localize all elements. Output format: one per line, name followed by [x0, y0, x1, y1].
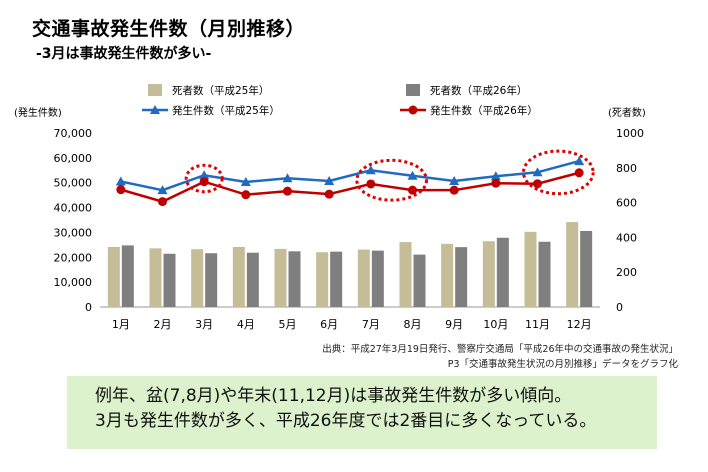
x-tick-label: 10月 — [483, 318, 508, 331]
bar-h25 — [316, 252, 329, 307]
point-h25 — [199, 170, 210, 180]
left-tick-label: 0 — [85, 301, 92, 314]
point-h25 — [449, 175, 460, 185]
left-axis-label: (発生件数) — [14, 106, 62, 119]
bar-h25 — [191, 249, 204, 307]
legend-marker — [408, 105, 418, 115]
bar-h26 — [455, 247, 468, 307]
point-h25 — [365, 165, 376, 175]
bar-h25 — [232, 246, 245, 307]
x-tick-label: 1月 — [112, 318, 130, 331]
point-h25 — [282, 173, 293, 183]
x-tick-label: 8月 — [404, 318, 422, 331]
line-h26 — [120, 171, 580, 203]
highlight-ellipse — [184, 163, 224, 194]
bar-h26 — [413, 254, 426, 307]
bar-h26 — [330, 251, 343, 307]
x-tick-label: 7月 — [362, 318, 380, 331]
left-tick-label: 10,000 — [54, 276, 93, 289]
legend-label: 発生件数（平成25年） — [172, 104, 280, 117]
bar-h25 — [566, 222, 579, 307]
point-h26 — [324, 189, 334, 199]
point-h26 — [449, 185, 459, 195]
highlight-ellipse — [522, 149, 595, 196]
legend-label: 死者数（平成25年） — [172, 84, 269, 97]
right-tick-label: 400 — [616, 231, 637, 244]
page-subtitle: -3月は事故発生件数が多い- — [36, 46, 212, 62]
point-h26 — [199, 177, 209, 187]
point-h25 — [490, 171, 501, 181]
point-h25 — [240, 176, 251, 186]
point-h26 — [283, 186, 292, 196]
bar-h25 — [441, 243, 454, 307]
highlight-ellipse — [355, 158, 428, 202]
point-h25 — [115, 176, 126, 186]
legend-marker — [150, 105, 160, 114]
right-tick-label: 600 — [616, 197, 637, 210]
note-box: 例年、盆(7,8月)や年末(11,12月)は事故発生件数が多い傾向。 3月も発生… — [67, 376, 657, 449]
x-tick-label: 11月 — [525, 318, 550, 331]
left-tick-label: 30,000 — [54, 226, 93, 239]
accident-chart: (発生件数) (死者数) 死者数（平成25年） 死者数（平成26年） 発生件数（平成… — [14, 84, 646, 331]
note-line-1: 例年、盆(7,8月)や年末(11,12月)は事故発生件数が多い傾向。 — [95, 386, 572, 406]
point-h26 — [491, 178, 501, 188]
bar-h26 — [496, 237, 509, 307]
point-h25 — [532, 167, 543, 177]
bar-h25 — [149, 248, 162, 307]
point-h26 — [158, 197, 167, 207]
point-h26 — [366, 179, 376, 189]
legend: 死者数（平成25年） 死者数（平成26年） 発生件数（平成25年） 発生件数（平成26… — [142, 84, 538, 117]
point-h25 — [157, 185, 168, 195]
left-tick-label: 20,000 — [54, 251, 93, 264]
bar-h26 — [205, 253, 218, 307]
x-tick-label: 4月 — [237, 318, 255, 331]
bar-h25 — [524, 231, 537, 307]
x-tick-label: 12月 — [567, 318, 592, 331]
x-tick-label: 9月 — [445, 318, 463, 331]
bar-h26 — [371, 250, 384, 307]
bar-h25 — [107, 246, 120, 307]
legend-label: 死者数（平成26年） — [430, 84, 527, 97]
right-tick-label: 800 — [616, 162, 637, 175]
point-h26 — [116, 185, 126, 195]
bar-h26 — [580, 230, 593, 307]
bar-h25 — [399, 242, 412, 307]
source-line-2: P3「交通事故発生状況の月別推移」データをグラフ化 — [447, 359, 678, 370]
source-line-1: 出典：平成27年3月19日発行、警察庁交通局「平成26年中の交通事故の発生状況」 — [322, 344, 678, 355]
bar-h26 — [246, 252, 259, 307]
point-h25 — [407, 170, 418, 180]
x-tick-label: 6月 — [320, 318, 338, 331]
x-tick-label: 3月 — [195, 318, 213, 331]
point-h26 — [574, 168, 584, 178]
legend-swatch — [148, 84, 162, 96]
right-tick-label: 200 — [616, 266, 637, 279]
page-title: 交通事故発生件数（月別推移） — [32, 18, 306, 40]
legend-swatch — [406, 84, 420, 96]
bar-h25 — [274, 248, 287, 307]
point-h26 — [408, 185, 417, 195]
x-tick-label: 5月 — [279, 318, 297, 331]
legend-label: 発生件数（平成26年） — [430, 104, 538, 117]
bar-h25 — [482, 241, 495, 307]
left-tick-label: 40,000 — [54, 202, 93, 215]
point-h26 — [241, 190, 251, 200]
line-h25 — [120, 159, 580, 192]
bar-h26 — [163, 253, 176, 307]
left-tick-label: 60,000 — [54, 152, 93, 165]
bar-h25 — [357, 249, 370, 307]
right-tick-label: 1000 — [616, 127, 644, 140]
right-axis-label: (死者数) — [608, 106, 646, 119]
note-line-2: 3月も発生件数が多く、平成26年度では2番目に多くなっている。 — [95, 411, 597, 431]
bar-h26 — [121, 245, 134, 307]
point-h25 — [574, 156, 585, 166]
point-h25 — [324, 175, 335, 185]
point-h26 — [533, 179, 542, 189]
left-tick-label: 50,000 — [54, 177, 93, 190]
x-tick-label: 2月 — [154, 318, 172, 331]
bar-h26 — [288, 251, 301, 307]
right-tick-label: 0 — [616, 301, 623, 314]
bar-h26 — [538, 241, 551, 307]
left-tick-label: 70,000 — [54, 127, 93, 140]
